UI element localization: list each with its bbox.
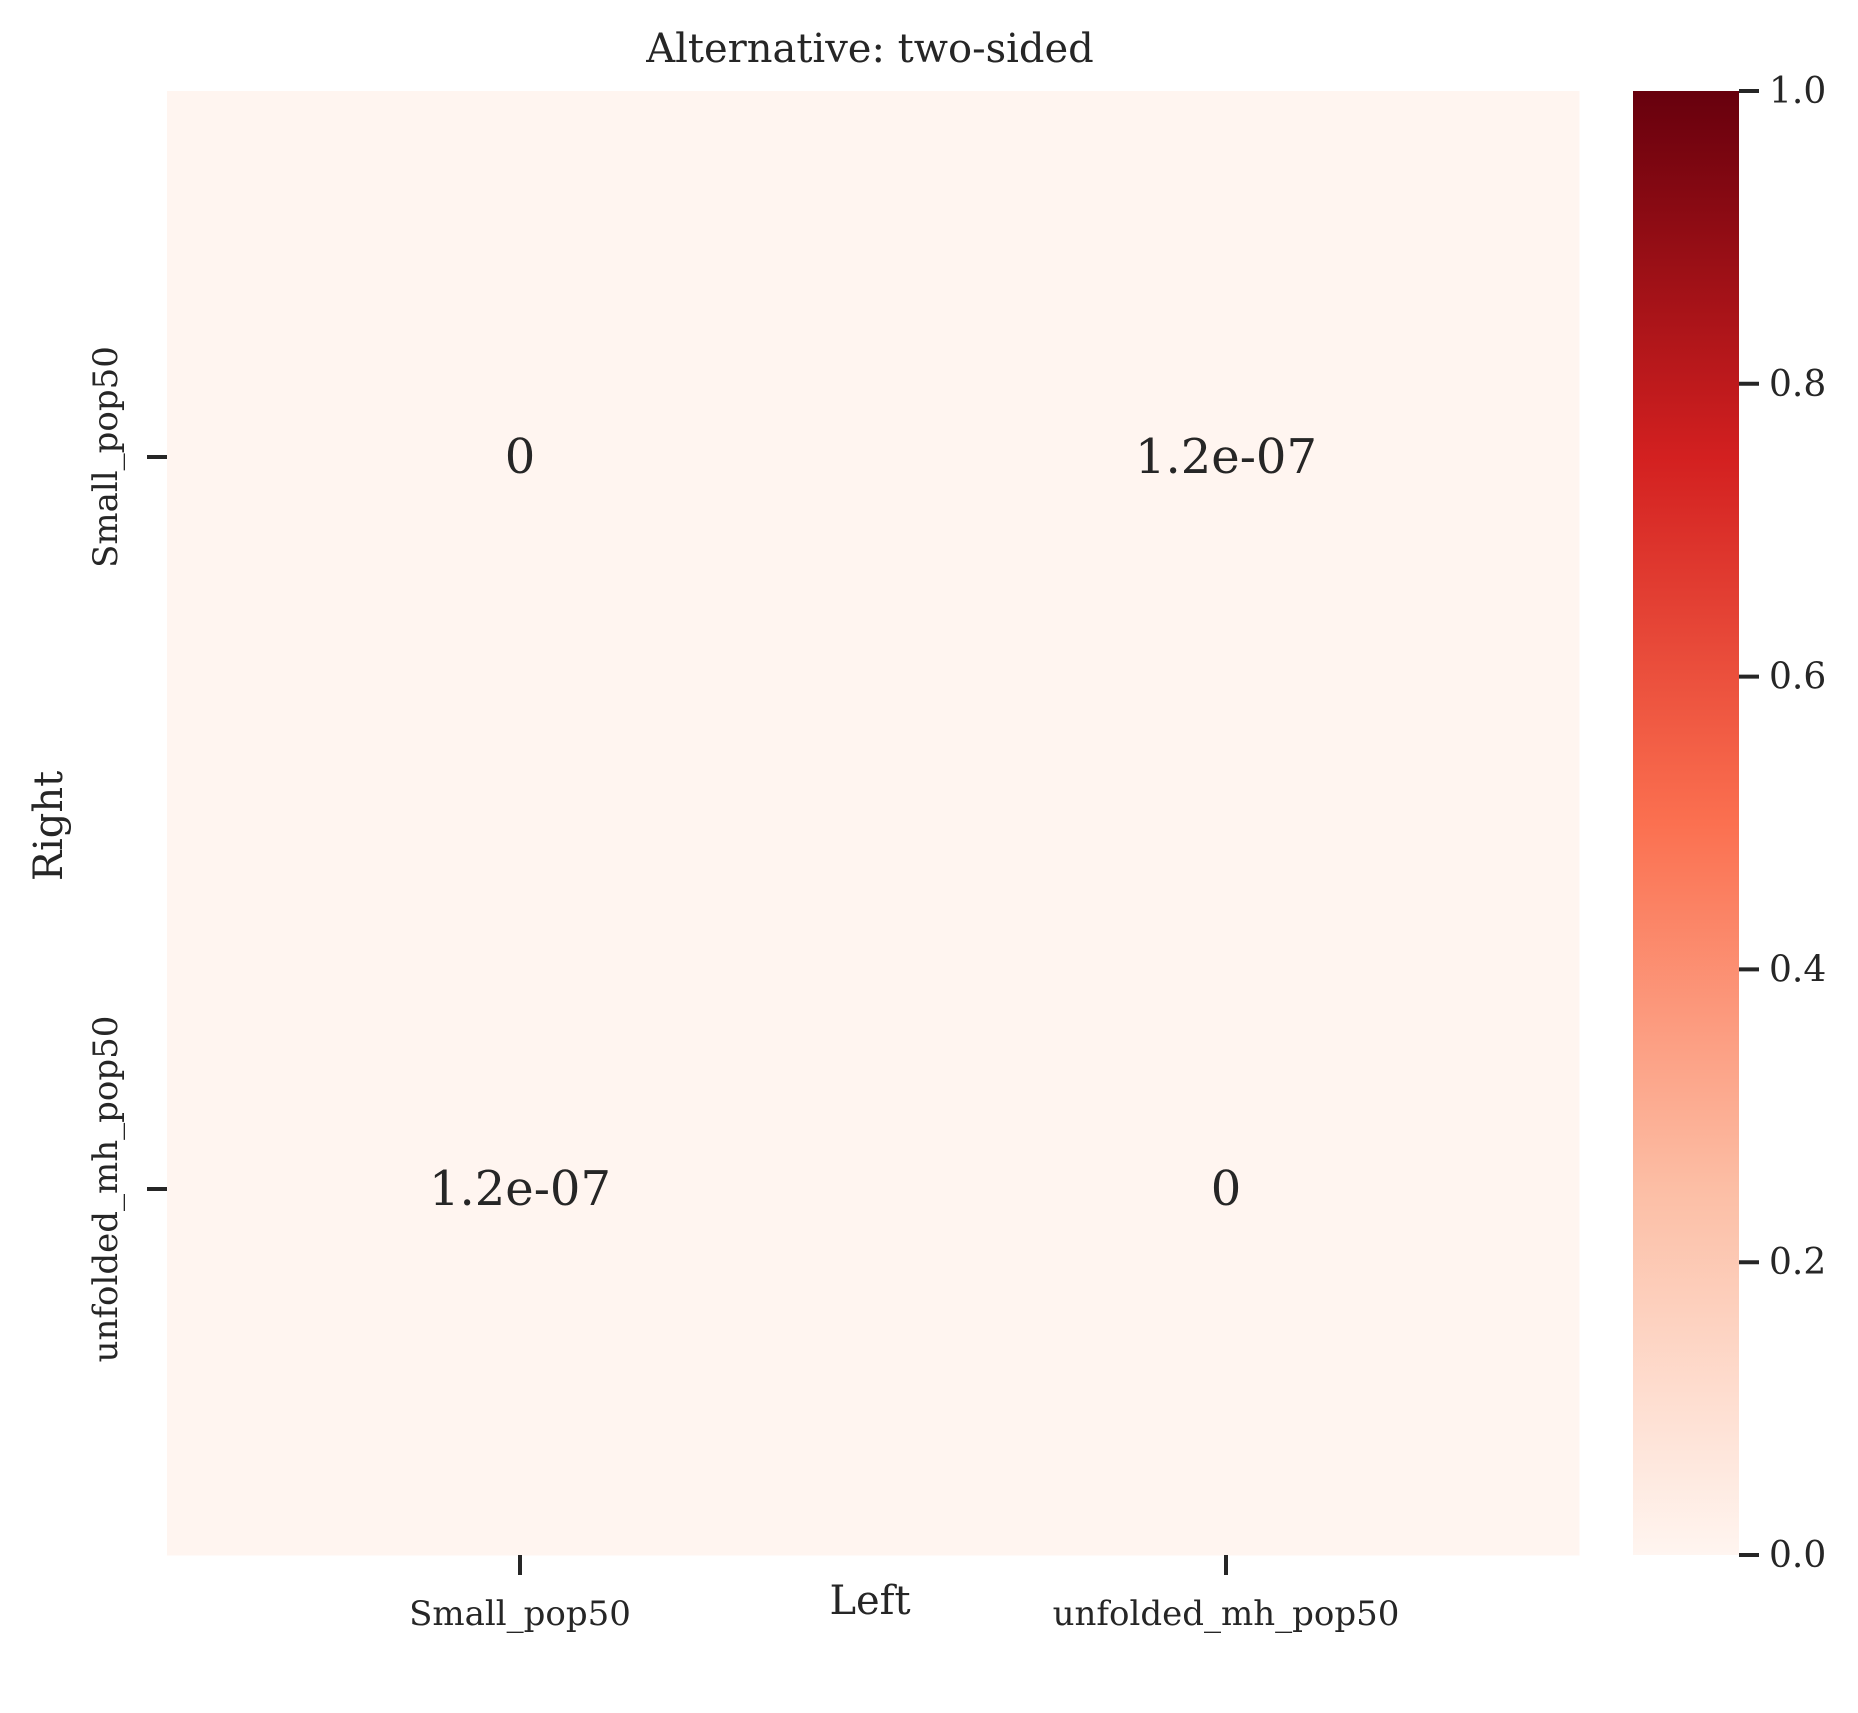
colorbar-tick-label: 1.0: [1769, 71, 1826, 112]
chart-title: Alternative: two-sided: [645, 26, 1094, 72]
heatmap-cell-label: 0: [505, 429, 536, 485]
colorbar-ticks: 0.0 0.2 0.4 0.6 0.8 1.0: [1739, 71, 1826, 1576]
colorbar-tick-label: 0.2: [1769, 1242, 1826, 1283]
y-tick-label: unfolded_mh_pop50: [86, 1016, 126, 1363]
x-axis: Small_pop50 unfolded_mh_pop50: [409, 1555, 1399, 1634]
colorbar-tick-label: 0.8: [1769, 364, 1826, 405]
heatmap-cell-label: 1.2e-07: [1135, 429, 1317, 485]
heatmap-cell-labels: 0 1.2e-07 1.2e-07 0: [429, 429, 1317, 1217]
heatmap-cell: [167, 91, 874, 824]
x-axis-label: Left: [829, 1578, 910, 1624]
heatmap-cell: [873, 823, 1580, 1556]
heatmap-cells: [167, 91, 1580, 1556]
heatmap-cell: [167, 823, 874, 1556]
y-tick-label: Small_pop50: [86, 346, 126, 568]
y-axis: Small_pop50 unfolded_mh_pop50: [86, 346, 167, 1362]
x-tick-label: Small_pop50: [409, 1594, 631, 1634]
colorbar-tick-label: 0.6: [1769, 657, 1826, 698]
heatmap-cell: [873, 91, 1580, 824]
y-axis-label: Right: [26, 771, 72, 881]
colorbar-tick-label: 0.4: [1769, 949, 1826, 990]
colorbar: [1633, 91, 1739, 1555]
x-tick-label: unfolded_mh_pop50: [1053, 1594, 1400, 1634]
colorbar-tick-label: 0.0: [1769, 1535, 1826, 1576]
heatmap-cell-label: 0: [1211, 1161, 1242, 1217]
heatmap-cell-label: 1.2e-07: [429, 1161, 611, 1217]
